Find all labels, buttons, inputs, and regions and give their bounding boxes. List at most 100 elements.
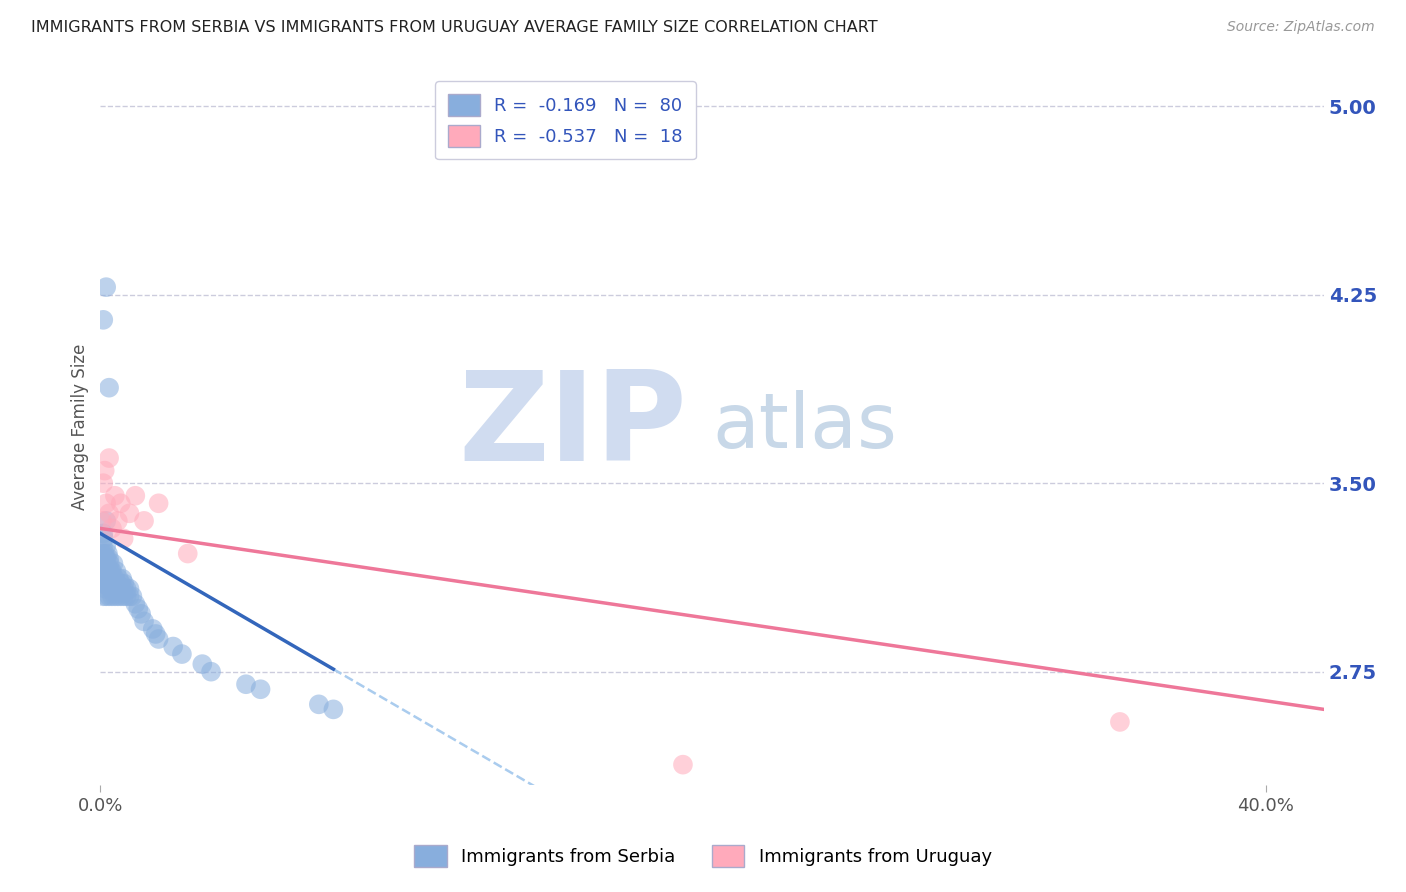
Text: ZIP: ZIP xyxy=(458,366,688,487)
Point xyxy=(112,589,135,603)
Point xyxy=(129,607,152,621)
Point xyxy=(170,647,193,661)
Point xyxy=(308,698,330,712)
Point xyxy=(104,572,127,586)
Point xyxy=(110,582,132,596)
Point xyxy=(90,551,112,566)
Point xyxy=(101,521,124,535)
Point xyxy=(672,757,695,772)
Point xyxy=(91,547,114,561)
Point xyxy=(98,572,121,586)
Point xyxy=(101,564,124,578)
Point xyxy=(91,557,114,571)
Text: atlas: atlas xyxy=(711,390,897,464)
Point xyxy=(145,627,167,641)
Point xyxy=(110,589,132,603)
Point xyxy=(121,589,143,603)
Point xyxy=(118,589,141,603)
Point xyxy=(200,665,222,679)
Point xyxy=(93,576,115,591)
Point xyxy=(90,514,112,528)
Point xyxy=(98,557,121,571)
Point xyxy=(104,589,127,603)
Point xyxy=(127,602,149,616)
Point xyxy=(91,313,114,327)
Point xyxy=(191,657,214,672)
Point xyxy=(91,476,114,491)
Point xyxy=(112,582,135,596)
Point xyxy=(96,557,118,571)
Point xyxy=(118,582,141,596)
Point xyxy=(90,564,112,578)
Point xyxy=(107,582,129,596)
Point xyxy=(118,506,141,520)
Point xyxy=(104,582,127,596)
Point xyxy=(107,514,129,528)
Point xyxy=(96,589,118,603)
Point xyxy=(1109,714,1132,729)
Point xyxy=(96,564,118,578)
Point xyxy=(93,547,115,561)
Point xyxy=(322,702,344,716)
Point xyxy=(101,576,124,591)
Point xyxy=(96,572,118,586)
Point xyxy=(107,589,129,603)
Point xyxy=(132,514,155,528)
Point xyxy=(91,589,114,603)
Point xyxy=(91,526,114,541)
Point xyxy=(112,576,135,591)
Point xyxy=(98,589,121,603)
Point xyxy=(93,551,115,566)
Point xyxy=(101,572,124,586)
Point xyxy=(107,572,129,586)
Point xyxy=(132,615,155,629)
Point xyxy=(96,514,118,528)
Point xyxy=(112,532,135,546)
Point xyxy=(97,547,120,561)
Point xyxy=(101,582,124,596)
Point xyxy=(110,576,132,591)
Point xyxy=(115,582,138,596)
Point xyxy=(235,677,257,691)
Legend: Immigrants from Serbia, Immigrants from Uruguay: Immigrants from Serbia, Immigrants from … xyxy=(408,838,998,874)
Point xyxy=(98,576,121,591)
Point xyxy=(91,564,114,578)
Text: IMMIGRANTS FROM SERBIA VS IMMIGRANTS FROM URUGUAY AVERAGE FAMILY SIZE CORRELATIO: IMMIGRANTS FROM SERBIA VS IMMIGRANTS FRO… xyxy=(31,20,877,35)
Point xyxy=(115,589,138,603)
Point xyxy=(148,496,170,510)
Point xyxy=(124,489,146,503)
Point xyxy=(100,582,122,596)
Point xyxy=(100,564,122,578)
Point xyxy=(93,557,115,571)
Point xyxy=(97,576,120,591)
Point xyxy=(104,576,127,591)
Point xyxy=(162,640,184,654)
Point xyxy=(105,564,128,578)
Point xyxy=(96,496,118,510)
Point xyxy=(142,622,165,636)
Legend: R =  -0.169   N =  80, R =  -0.537   N =  18: R = -0.169 N = 80, R = -0.537 N = 18 xyxy=(434,81,696,160)
Point xyxy=(148,632,170,646)
Point xyxy=(93,532,115,546)
Point xyxy=(91,576,114,591)
Y-axis label: Average Family Size: Average Family Size xyxy=(72,343,89,510)
Point xyxy=(96,539,118,553)
Point xyxy=(177,547,200,561)
Point xyxy=(101,589,124,603)
Point xyxy=(249,682,271,697)
Point xyxy=(110,496,132,510)
Point xyxy=(98,506,121,520)
Point xyxy=(111,572,134,586)
Point xyxy=(98,451,121,466)
Point xyxy=(91,539,114,553)
Point xyxy=(96,280,118,294)
Point xyxy=(96,551,118,566)
Point xyxy=(94,564,117,578)
Text: Source: ZipAtlas.com: Source: ZipAtlas.com xyxy=(1227,20,1375,34)
Point xyxy=(103,557,125,571)
Point xyxy=(94,572,117,586)
Point xyxy=(93,464,115,478)
Point xyxy=(107,576,129,591)
Point xyxy=(124,597,146,611)
Point xyxy=(98,381,121,395)
